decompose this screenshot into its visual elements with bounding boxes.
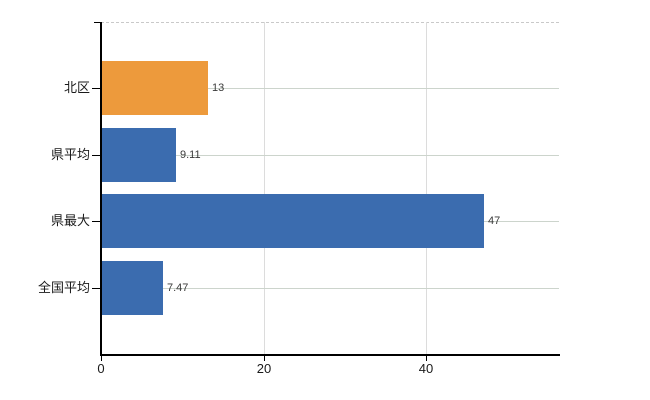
y-axis-line: [100, 22, 102, 354]
category-label: 全国平均: [37, 280, 90, 295]
bar-row: 47: [102, 194, 500, 248]
x-axis-line: [100, 354, 560, 356]
x-axis-tick: [264, 356, 265, 361]
x-axis-tick: [426, 356, 427, 361]
category-tick: [92, 88, 100, 89]
vertical-gridline: [426, 22, 427, 354]
bar-ken-heikin: [102, 128, 176, 182]
bar-kitaku: [102, 61, 208, 115]
horizontal-gridline: [101, 288, 559, 289]
bar-ken-saidai: [102, 194, 484, 248]
x-axis-tick-label: 0: [97, 361, 105, 376]
bar-row: 7.47: [102, 261, 188, 315]
x-axis-tick: [101, 356, 102, 361]
bar-value-label: 13: [212, 82, 225, 94]
x-axis-tick-label: 20: [256, 361, 272, 376]
category-label: 県平均: [50, 147, 90, 162]
category-tick: [92, 155, 100, 156]
horizontal-gridline: [101, 155, 559, 156]
y-axis-end-tick: [94, 22, 100, 23]
plot-top-dashed-border: [101, 22, 559, 23]
category-label: 県最大: [50, 213, 90, 228]
category-label: 北区: [63, 80, 90, 95]
category-tick: [92, 288, 100, 289]
bar-value-label: 7.47: [167, 282, 189, 294]
category-tick: [92, 221, 100, 222]
horizontal-gridline: [101, 88, 559, 89]
vertical-gridline: [264, 22, 265, 354]
bar-zenkoku-heikin: [102, 261, 163, 315]
bar-row: 13: [102, 61, 224, 115]
bar-row: 9.11: [102, 128, 201, 182]
bar-value-label: 47: [488, 215, 501, 227]
x-axis-tick-label: 40: [418, 361, 434, 376]
bar-value-label: 9.11: [180, 149, 201, 161]
